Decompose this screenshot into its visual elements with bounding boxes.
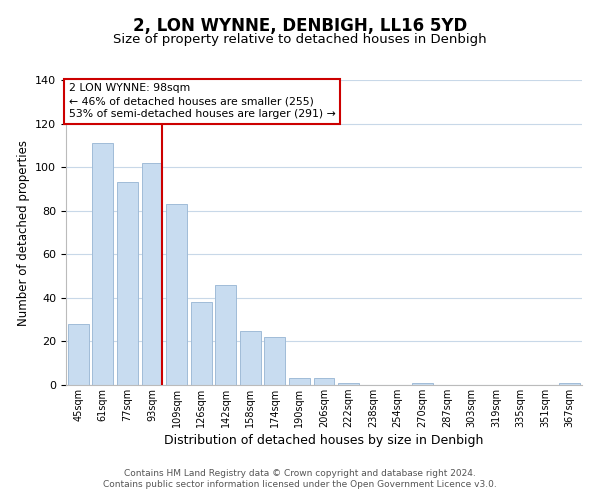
Text: 2 LON WYNNE: 98sqm
← 46% of detached houses are smaller (255)
53% of semi-detach: 2 LON WYNNE: 98sqm ← 46% of detached hou…	[68, 83, 335, 120]
Bar	[92, 143, 113, 385]
Bar	[215, 285, 236, 385]
Text: Size of property relative to detached houses in Denbigh: Size of property relative to detached ho…	[113, 32, 487, 46]
Bar	[412, 383, 433, 385]
Bar	[117, 182, 138, 385]
Y-axis label: Number of detached properties: Number of detached properties	[17, 140, 29, 326]
Bar	[559, 383, 580, 385]
Bar	[166, 204, 187, 385]
Bar	[191, 302, 212, 385]
X-axis label: Distribution of detached houses by size in Denbigh: Distribution of detached houses by size …	[164, 434, 484, 447]
Bar	[338, 383, 359, 385]
Bar	[265, 337, 286, 385]
Bar	[314, 378, 334, 385]
Text: 2, LON WYNNE, DENBIGH, LL16 5YD: 2, LON WYNNE, DENBIGH, LL16 5YD	[133, 18, 467, 36]
Bar	[68, 324, 89, 385]
Text: Contains public sector information licensed under the Open Government Licence v3: Contains public sector information licen…	[103, 480, 497, 489]
Bar	[289, 378, 310, 385]
Text: Contains HM Land Registry data © Crown copyright and database right 2024.: Contains HM Land Registry data © Crown c…	[124, 468, 476, 477]
Bar	[240, 330, 261, 385]
Bar	[142, 163, 163, 385]
